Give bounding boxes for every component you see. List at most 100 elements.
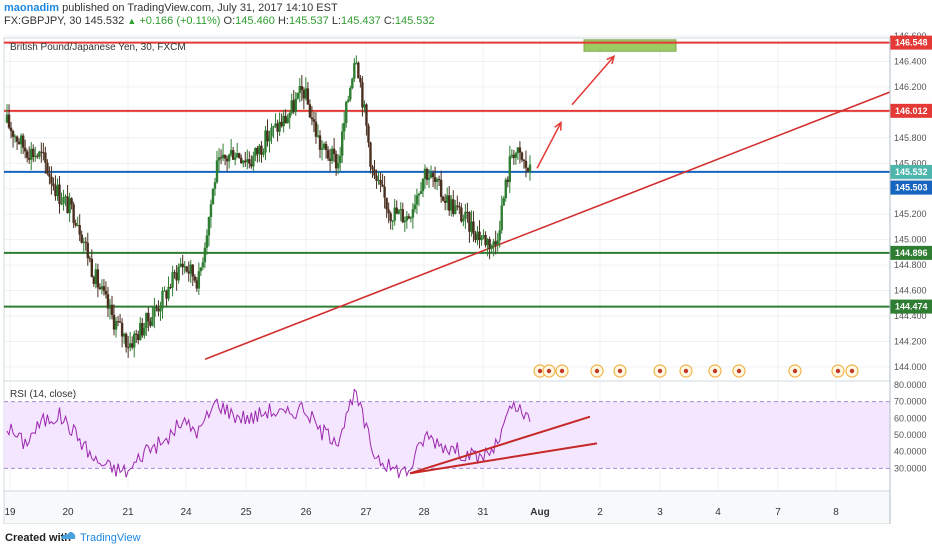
candle-body[interactable] [476,231,479,241]
candle-body[interactable] [328,158,332,161]
candle-body[interactable] [351,78,354,88]
candle-body[interactable] [82,241,85,243]
candle-body[interactable] [270,127,273,137]
candle-body[interactable] [308,104,312,118]
candle-body[interactable] [30,148,33,160]
candle-body[interactable] [110,304,114,315]
candle-body[interactable] [201,262,205,268]
candle-body[interactable] [19,135,23,145]
candle-body[interactable] [300,86,304,90]
candle-body[interactable] [233,157,237,160]
candle-body[interactable] [338,155,342,164]
candle-body[interactable] [520,152,524,160]
candle-body[interactable] [435,179,439,183]
candle-body[interactable] [90,258,94,277]
candle-body[interactable] [260,145,263,155]
candle-body[interactable] [506,179,509,183]
candle-body[interactable] [391,220,394,222]
candle-body[interactable] [181,263,184,268]
candle-body[interactable] [175,272,178,281]
candle-body[interactable] [215,160,219,183]
candle-body[interactable] [278,121,281,132]
candle-body[interactable] [68,198,71,214]
candle-body[interactable] [229,150,233,155]
candle-body[interactable] [524,160,528,168]
candle-body[interactable] [13,136,17,138]
candle-body[interactable] [56,184,59,197]
candle-body[interactable] [280,121,283,127]
candle-body[interactable] [332,148,336,155]
candle-body[interactable] [405,216,409,221]
candle-body[interactable] [88,258,91,260]
candle-body[interactable] [80,234,83,243]
candle-body[interactable] [508,156,512,183]
rsi-trend-line-upper[interactable] [409,415,591,475]
author-name[interactable]: maonadim [4,2,60,14]
candle-body[interactable] [116,321,120,323]
candle-body[interactable] [135,333,138,335]
candle-body[interactable] [130,343,134,348]
candle-body[interactable] [221,154,225,159]
candle-body[interactable] [347,99,350,102]
candle-body[interactable] [407,216,411,219]
candle-body[interactable] [268,136,271,142]
candle-body[interactable] [213,182,217,189]
rsi-trend-line-lower[interactable] [409,442,598,475]
candle-body[interactable] [518,147,522,153]
candle-body[interactable] [258,145,261,155]
candle-body[interactable] [96,269,100,288]
candle-body[interactable] [490,245,493,249]
candle-body[interactable] [171,272,174,288]
candle-body[interactable] [157,308,160,312]
candle-body[interactable] [248,159,251,164]
candle-body[interactable] [94,269,98,284]
candle-body[interactable] [377,179,380,181]
candle-body[interactable] [318,135,322,150]
candle-body[interactable] [381,184,384,187]
candle-body[interactable] [225,158,229,162]
candle-body[interactable] [310,117,314,120]
target-zone-box[interactable] [583,39,677,52]
candle-body[interactable] [151,316,154,326]
candle-body[interactable] [421,178,425,192]
candle-body[interactable] [92,276,96,284]
candle-body[interactable] [395,207,398,214]
candle-body[interactable] [203,247,207,263]
candle-body[interactable] [304,88,308,99]
candle-body[interactable] [42,152,45,154]
candle-body[interactable] [163,290,166,292]
candle-body[interactable] [298,86,301,93]
chart-canvas[interactable]: 192021242526272831Aug23478146.600146.400… [0,28,932,524]
candle-body[interactable] [387,209,390,214]
candle-body[interactable] [114,321,118,330]
candle-body[interactable] [365,104,368,126]
candle-body[interactable] [403,220,407,223]
candle-body[interactable] [44,152,47,163]
candle-body[interactable] [399,209,402,211]
candle-body[interactable] [242,160,245,164]
candle-body[interactable] [433,177,437,183]
candle-body[interactable] [98,287,102,290]
candle-body[interactable] [108,304,112,309]
candle-body[interactable] [32,148,35,158]
candle-body[interactable] [373,169,376,176]
candle-body[interactable] [153,307,156,317]
candle-body[interactable] [256,148,259,155]
candle-body[interactable] [316,135,320,137]
candle-body[interactable] [415,195,419,205]
candle-body[interactable] [100,286,104,290]
candle-body[interactable] [104,290,108,295]
candle-body[interactable] [185,266,188,272]
candle-body[interactable] [312,119,316,122]
candle-body[interactable] [15,136,19,142]
candle-body[interactable] [345,101,348,123]
candle-body[interactable] [86,242,89,259]
candle-body[interactable] [498,230,501,241]
candle-body[interactable] [514,153,518,158]
candle-body[interactable] [276,123,279,132]
candle-body[interactable] [40,151,43,153]
candle-body[interactable] [334,154,338,169]
candle-body[interactable] [504,179,507,199]
candle-body[interactable] [488,239,491,249]
candle-body[interactable] [431,172,435,178]
